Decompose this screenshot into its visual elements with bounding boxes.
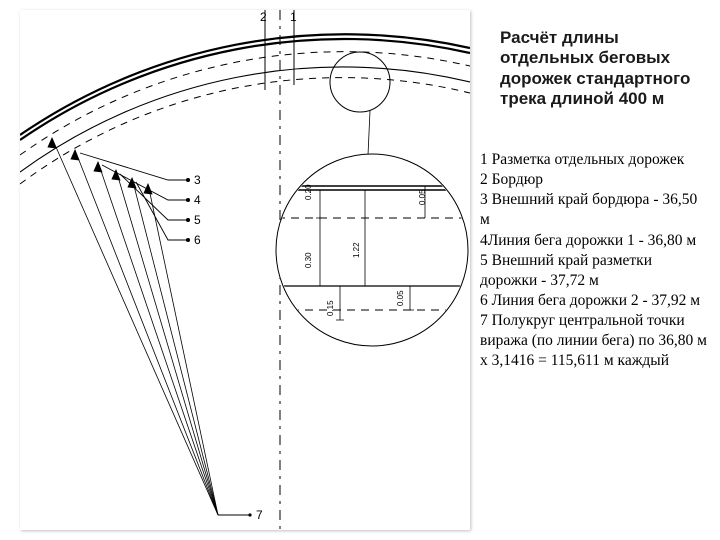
dim-0-05a: 0.05 [418,189,427,205]
legend-item: 5 Внешний край разметки дорожки - 37,72 … [480,251,710,291]
dim-0-20: 0.20 [304,184,313,200]
label-2: 2 [260,10,267,24]
dim-1-22: 1.22 [352,242,361,258]
diagram-svg [20,10,470,530]
dim-0-05b: 0.05 [396,290,405,306]
legend: 1 Разметка отдельных дорожек 2 Бордюр 3 … [480,150,710,372]
label-1: 1 [290,10,297,24]
page-title: Расчёт длины отдельных беговых дорожек с… [500,28,710,110]
legend-item: 1 Разметка отдельных дорожек [480,150,710,170]
label-6: 6 [194,233,201,247]
legend-item: 6 Линия бега дорожки 2 - 37,92 м [480,291,710,311]
label-4: 4 [194,193,201,207]
label-7: 7 [256,508,263,522]
label-3: 3 [194,173,201,187]
dim-0-15: 0.15 [326,300,335,316]
legend-item: 4Линия бега дорожки 1 - 36,80 м [480,231,710,251]
legend-item: 3 Внешний край бордюра - 36,50 м [480,190,710,230]
legend-item: 7 Полукруг центральной точки виража (по … [480,311,710,371]
dim-0-30: 0.30 [304,252,313,268]
label-5: 5 [194,213,201,227]
legend-item: 2 Бордюр [480,170,710,190]
track-diagram: 1 2 3 4 5 6 7 0.20 0.05 0.30 1.22 0.05 0… [0,0,470,540]
